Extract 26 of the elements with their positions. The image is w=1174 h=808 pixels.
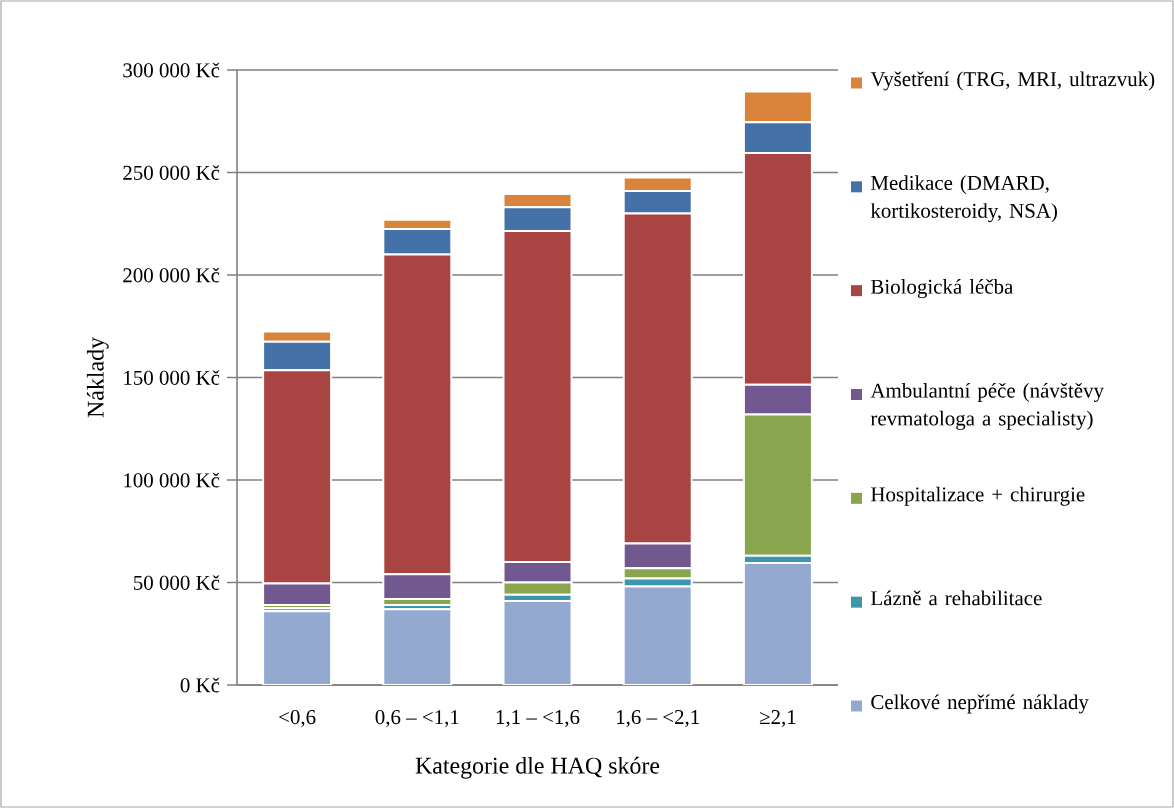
legend-label: Lázně a rehabilitace (871, 590, 1042, 606)
legend-label: Vyšetření (TRG, MRI, ultrazvuk) (870, 71, 1155, 91)
y-tick-label: 0 Kč (180, 677, 220, 693)
y-tick-label: 150 000 Kč (124, 370, 220, 385)
x-tick-label: 0,6 – <1,1 (375, 710, 459, 728)
y-axis-title: Náklady (86, 337, 109, 418)
y-tick-label: 100 000 Kč (124, 472, 220, 488)
y-tick-label: 300 000 Kč (123, 62, 220, 78)
bar (742, 562, 813, 685)
legend-label: Biologická léčba (871, 279, 1014, 299)
x-tick-label: 1,6 – <2,1 (617, 710, 699, 728)
x-axis-title: Kategorie dle HAQ skóre (415, 756, 660, 779)
bar (622, 585, 693, 685)
y-tick-label: 200 000 Kč (123, 267, 220, 283)
x-tick-label: ≥2,1 (759, 710, 796, 728)
y-tick-label: 250 000 Kč (123, 165, 220, 180)
legend-label: Celkové nepřímé náklady (871, 694, 1089, 714)
bar (262, 610, 333, 685)
legend-label: Hospitalizace + chirurgie (871, 486, 1085, 506)
legend-label: Ambulantní péče (návštěvy revmatologa a specialisty) (870, 382, 1104, 430)
y-tick-label: 50 000 Kč (134, 575, 220, 590)
legend-label: Medikace (DMARD, kortikosteroidy, NSA) (870, 175, 1057, 223)
bar (382, 608, 453, 685)
x-tick-label: 1,1 – <1,6 (496, 710, 580, 728)
x-tick-label: <0,6 (279, 710, 316, 728)
bar (502, 599, 573, 685)
